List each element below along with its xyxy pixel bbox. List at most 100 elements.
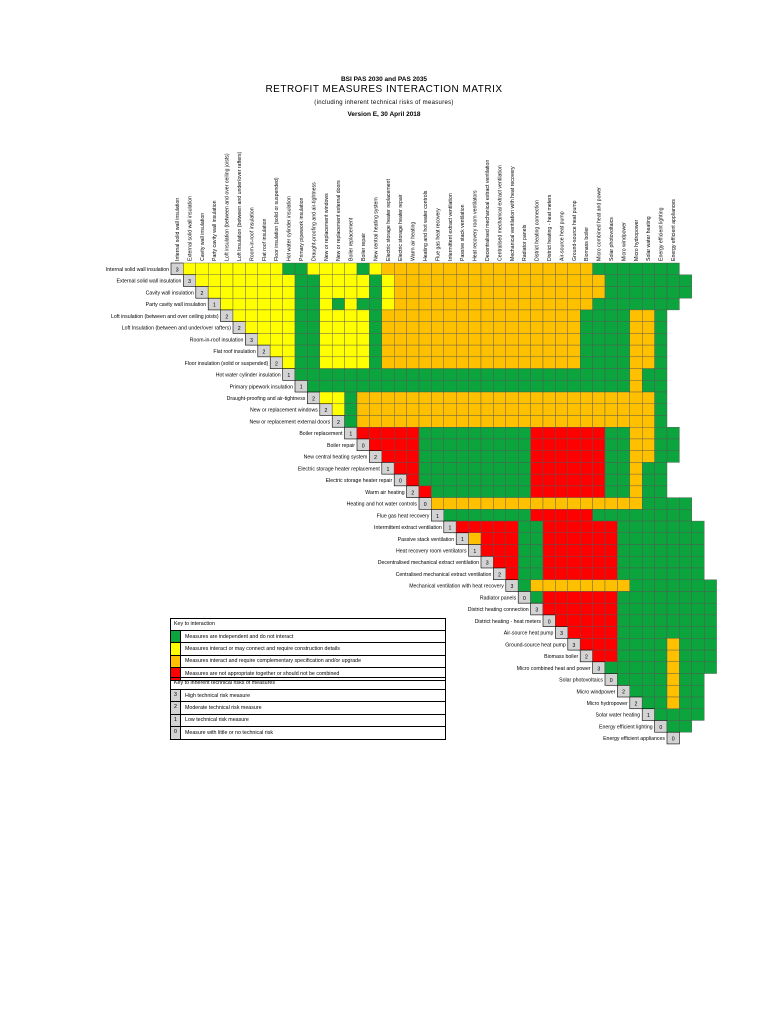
matrix-cell [418,356,432,369]
matrix-cell [480,497,494,510]
matrix-cell [294,286,308,299]
column-label: Energy efficient lighting [659,207,665,261]
matrix-cell [220,286,234,299]
matrix-cell [617,368,631,381]
risk-number: 2 [325,408,328,414]
matrix-cell [642,297,655,311]
standards-line: BSI PAS 2030 and PAS 2035 [340,76,428,83]
matrix-cell [418,485,432,498]
risk-number: 3 [511,584,514,590]
matrix-cell [344,344,358,358]
matrix-cell [431,286,444,299]
matrix-cell [418,462,432,475]
risk-number: 3 [535,608,538,614]
matrix-cell [555,286,569,299]
column-label: Loft insulation (between and over ceilin… [225,153,231,261]
matrix-cell [245,286,258,299]
matrix-cell [592,485,606,498]
matrix-cell [555,274,569,287]
matrix-cell [369,403,382,416]
matrix-cell [629,685,643,698]
matrix-cell [381,450,395,463]
row-label: Primary pipework insulation [230,384,294,390]
matrix-cell [431,274,444,287]
matrix-cell [381,391,395,404]
matrix-cell [480,297,494,311]
matrix-cell [654,485,668,498]
matrix-cell [394,297,407,311]
matrix-cell [394,274,407,287]
matrix-cell [580,579,593,592]
matrix-cell [530,556,544,569]
matrix-cell [654,532,668,545]
matrix-cell [592,380,606,393]
key-swatch-orange [171,655,181,668]
column-label: New central heating system [373,197,379,261]
matrix-cell [270,262,283,275]
matrix-cell [294,262,308,275]
matrix-cell [530,544,544,557]
matrix-cell [604,462,618,475]
matrix-cell [567,333,581,346]
matrix-cell [270,344,283,358]
matrix-cell [493,274,506,287]
matrix-cell [245,309,258,322]
matrix-cell [294,344,308,358]
matrix-cell [431,380,444,393]
matrix-cell [617,661,631,674]
column-label: Energy efficient appliances [671,199,677,261]
matrix-cell [394,286,407,299]
matrix-cell [344,391,358,404]
matrix-cell [654,391,668,404]
matrix-cell [369,321,382,334]
matrix-cell [592,356,606,369]
column-label: Intermittent extract ventilation [448,193,454,261]
matrix-cell [468,520,482,533]
matrix-cell [381,415,395,428]
matrix-cell [580,297,593,311]
matrix-cell [617,438,631,451]
matrix-cell [592,415,606,428]
risk-number: 1 [647,713,650,719]
matrix-cell [518,462,531,475]
matrix-cell [456,321,469,334]
matrix-cell [406,427,420,440]
matrix-cell [666,708,680,721]
risk-row-high: 3 High technical risk measure [171,690,445,703]
matrix-cell [617,415,631,428]
risk-number: 3 [188,279,191,285]
matrix-cell [418,427,432,440]
matrix-cell [493,532,506,545]
column-label: Loft Insulation (between and under/over … [237,151,243,261]
matrix-cell [642,450,655,463]
matrix-cell [381,380,395,393]
matrix-cell [567,415,581,428]
matrix-cell [207,262,221,275]
matrix-cell [555,297,569,311]
matrix-cell [567,591,581,604]
matrix-cell [530,415,544,428]
matrix-cell [542,297,556,311]
matrix-cell [592,403,606,416]
matrix-cell [592,286,606,299]
matrix-cell [604,520,618,533]
matrix-cell [381,368,395,381]
matrix-cell [604,591,618,604]
row-label: Energy efficient lighting [599,724,653,730]
risk-key: Key to inherent technical risks of measu… [170,677,446,740]
matrix-cell [443,297,457,311]
matrix-cell [642,403,655,416]
matrix-cell [555,438,569,451]
matrix-cell [567,544,581,557]
matrix-cell [580,520,593,533]
matrix-cell [592,321,606,334]
matrix-cell [468,333,482,346]
matrix-cell [629,462,643,475]
matrix-cell [518,544,531,557]
matrix-cell [369,356,382,369]
matrix-cell [617,309,631,322]
matrix-cell [518,427,531,440]
matrix-cell [456,450,469,463]
risk-number: 2 [312,396,315,402]
matrix-cell [654,450,668,463]
